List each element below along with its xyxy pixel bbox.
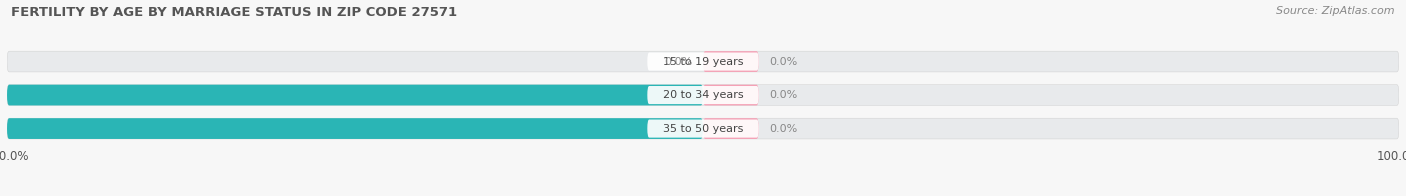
FancyBboxPatch shape — [7, 118, 703, 139]
Text: 20 to 34 years: 20 to 34 years — [662, 90, 744, 100]
FancyBboxPatch shape — [7, 51, 1399, 72]
FancyBboxPatch shape — [647, 53, 759, 71]
FancyBboxPatch shape — [7, 85, 1399, 105]
FancyBboxPatch shape — [703, 118, 759, 139]
Text: 0.0%: 0.0% — [769, 123, 797, 133]
FancyBboxPatch shape — [647, 86, 759, 104]
Legend: Married, Unmarried: Married, Unmarried — [621, 193, 785, 196]
FancyBboxPatch shape — [703, 85, 759, 105]
FancyBboxPatch shape — [647, 120, 759, 138]
Text: 0.0%: 0.0% — [664, 57, 693, 67]
Text: 0.0%: 0.0% — [769, 57, 797, 67]
Text: Source: ZipAtlas.com: Source: ZipAtlas.com — [1277, 6, 1395, 16]
FancyBboxPatch shape — [703, 51, 759, 72]
Text: 0.0%: 0.0% — [769, 90, 797, 100]
Text: FERTILITY BY AGE BY MARRIAGE STATUS IN ZIP CODE 27571: FERTILITY BY AGE BY MARRIAGE STATUS IN Z… — [11, 6, 457, 19]
FancyBboxPatch shape — [7, 118, 1399, 139]
FancyBboxPatch shape — [7, 85, 703, 105]
Text: 15 to 19 years: 15 to 19 years — [662, 57, 744, 67]
Text: 35 to 50 years: 35 to 50 years — [662, 123, 744, 133]
